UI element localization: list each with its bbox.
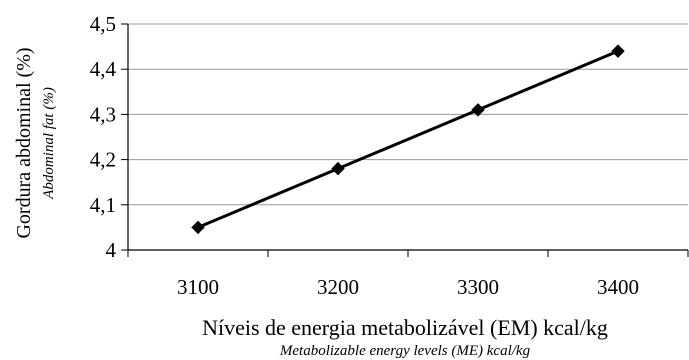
tick-labels: 4 4,1 4,2 4,3 4,4 4,5 3100 3200 3300 3400 — [90, 12, 639, 299]
y-tick-label: 4,5 — [90, 12, 116, 36]
gridlines — [128, 23, 688, 206]
axes — [121, 23, 689, 257]
x-tick-label: 3200 — [317, 275, 359, 299]
x-axis-label-secondary: Metabolizable energy levels (ME) kcal/kg — [279, 343, 531, 359]
series-line — [197, 49, 619, 229]
y-axis-label-secondary: Abdominal fat (%) — [41, 87, 57, 200]
x-tick-label: 3100 — [177, 275, 219, 299]
y-tick-label: 4,3 — [90, 102, 116, 126]
y-tick-label: 4 — [106, 238, 117, 262]
y-tick-label: 4,4 — [90, 57, 117, 81]
data-point-marker — [331, 161, 345, 176]
series-layer — [191, 44, 625, 235]
x-tick-label: 3400 — [597, 275, 639, 299]
data-point-marker — [191, 220, 205, 235]
data-point-marker — [471, 103, 485, 117]
x-axis-label: Níveis de energia metabolizável (EM) kca… — [202, 315, 608, 340]
y-tick-label: 4,2 — [90, 148, 116, 172]
x-tick-label: 3300 — [457, 275, 499, 299]
data-point-marker — [611, 44, 625, 58]
y-axis-label: Gordura abdominal (%) — [13, 47, 35, 238]
y-tick-label: 4,1 — [90, 193, 116, 217]
